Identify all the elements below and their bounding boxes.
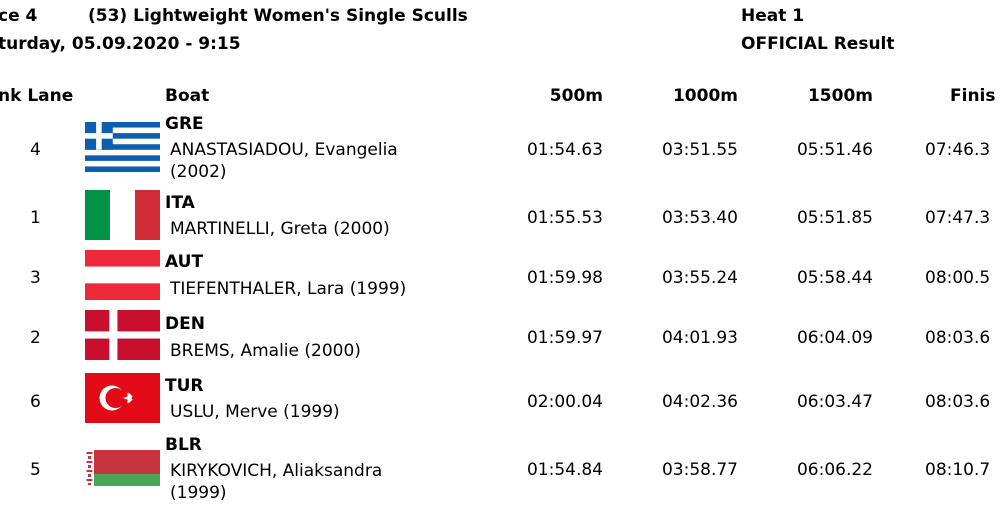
country-code: BLR	[165, 435, 202, 455]
split-1500m: 06:06.22	[796, 460, 873, 480]
split-1000m: 03:51.55	[661, 140, 738, 160]
finish-time: 07:46.3	[925, 140, 991, 160]
split-1500m: 06:03.47	[796, 392, 873, 412]
col-500m: 500m	[549, 86, 603, 106]
split-1000m: 03:53.40	[661, 208, 738, 228]
athlete-name: BREMS, Amalie (2000)	[170, 341, 361, 361]
split-500m: 01:54.63	[526, 140, 603, 160]
col-1500m: 1500m	[807, 86, 873, 106]
split-500m: 01:59.97	[526, 328, 603, 348]
athlete-name: USLU, Merve (1999)	[170, 402, 340, 422]
ita-flag-icon	[85, 190, 160, 240]
split-1500m: 05:51.85	[796, 208, 873, 228]
split-1000m: 04:01.93	[661, 328, 738, 348]
col-finish: Finis	[950, 86, 996, 106]
country-code: TUR	[165, 376, 204, 396]
split-1000m: 03:55.24	[661, 268, 738, 288]
split-1500m: 05:58.44	[796, 268, 873, 288]
athlete-name: KIRYKOVICH, Aliaksandra (1999)	[170, 461, 383, 503]
country-code: DEN	[165, 314, 205, 334]
finish-time: 08:10.7	[925, 460, 991, 480]
finish-time: 08:03.6	[925, 392, 991, 412]
result-status: OFFICIAL Result	[741, 34, 895, 54]
split-500m: 01:54.84	[526, 460, 603, 480]
blr-flag-icon	[85, 450, 160, 486]
gre-flag-icon	[85, 122, 160, 172]
lane-number: 5	[30, 460, 41, 480]
race-number: ce 4	[0, 6, 38, 26]
heat-label: Heat 1	[741, 6, 805, 26]
finish-time: 07:47.3	[925, 208, 991, 228]
lane-number: 4	[30, 140, 41, 160]
col-1000m: 1000m	[672, 86, 738, 106]
split-1500m: 05:51.46	[796, 140, 873, 160]
col-rank-lane: nk Lane	[0, 86, 74, 106]
lane-number: 3	[30, 268, 41, 288]
country-code: GRE	[165, 114, 204, 134]
finish-time: 08:00.5	[925, 268, 991, 288]
lane-number: 6	[30, 392, 41, 412]
split-1000m: 04:02.36	[661, 392, 738, 412]
col-boat: Boat	[165, 86, 210, 106]
split-500m: 01:59.98	[526, 268, 603, 288]
country-code: AUT	[165, 252, 204, 272]
tur-flag-icon	[85, 373, 160, 423]
event-title: (53) Lightweight Women's Single Sculls	[88, 6, 468, 26]
lane-number: 2	[30, 328, 41, 348]
finish-time: 08:03.6	[925, 328, 991, 348]
athlete-name: MARTINELLI, Greta (2000)	[170, 219, 390, 239]
lane-number: 1	[30, 208, 41, 228]
split-1000m: 03:58.77	[661, 460, 738, 480]
athlete-name: ANASTASIADOU, Evangelia (2002)	[170, 140, 398, 182]
den-flag-icon	[85, 310, 160, 360]
race-date: turday, 05.09.2020 - 9:15	[0, 34, 241, 54]
split-500m: 02:00.04	[526, 392, 603, 412]
athlete-name: TIEFENTHALER, Lara (1999)	[170, 279, 407, 299]
aut-flag-icon	[85, 250, 160, 300]
country-code: ITA	[165, 193, 195, 213]
split-1500m: 06:04.09	[796, 328, 873, 348]
split-500m: 01:55.53	[526, 208, 603, 228]
